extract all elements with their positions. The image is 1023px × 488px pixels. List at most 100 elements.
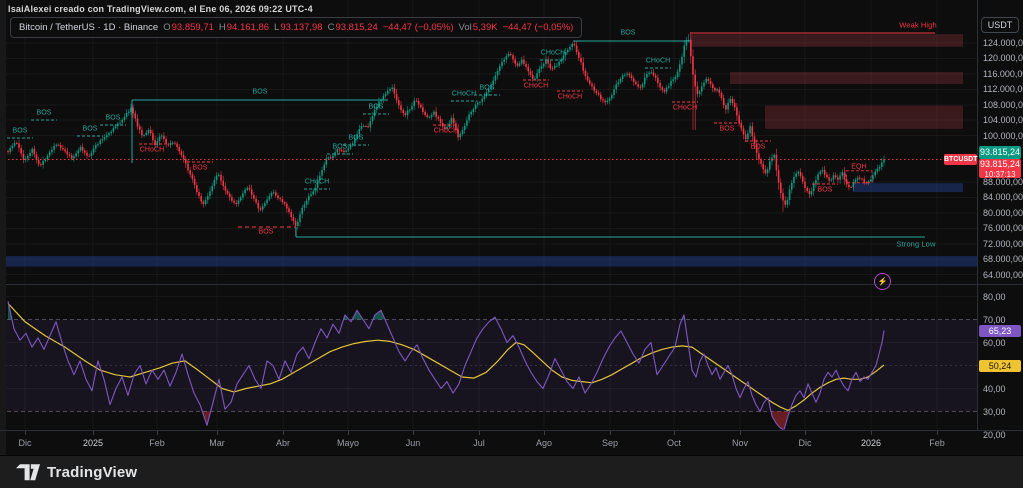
price-axis-label: 112.000,00 xyxy=(983,84,1023,95)
change-value: −44,47 (−0,05%) xyxy=(382,22,454,33)
time-axis-tick xyxy=(413,431,414,435)
open-value: 93.859,71 xyxy=(171,22,214,33)
smc-label-bos: BOS xyxy=(258,228,274,236)
smc-label-bos: BOS xyxy=(750,143,766,151)
time-axis-tick xyxy=(544,431,545,435)
time-axis-year-label: 2025 xyxy=(82,438,104,448)
price-axis-label: 88.000,00 xyxy=(983,177,1023,187)
low-key: L xyxy=(274,22,280,33)
symbol-legend-bar[interactable]: Bitcoin / TetherUS · 1D · Binance O93.85… xyxy=(10,17,583,38)
close-value: 93.815,24 xyxy=(335,22,378,33)
time-axis-tick xyxy=(674,431,675,435)
smc-label-eqh: EQH xyxy=(851,163,867,171)
smc-label-bos: BOS xyxy=(105,114,121,122)
last-price-tag-green: 93.815,24 xyxy=(979,146,1021,159)
currency-usdt-button[interactable]: USDT xyxy=(981,17,1019,33)
last-price-value: 93.815,24 xyxy=(979,159,1021,169)
smc-label-bos: BOS xyxy=(332,143,348,151)
smc-label-choch: CHoCH xyxy=(557,93,583,101)
smc-label-weak-high: Weak High xyxy=(899,20,937,30)
rsi-axis-label: 40,00 xyxy=(983,383,1006,394)
smc-label-choch: CHoCH xyxy=(433,127,459,135)
time-axis-tick xyxy=(348,431,349,435)
smc-label-bos: BOS xyxy=(12,127,28,135)
time-axis-month-label: Jun xyxy=(405,438,421,448)
time-axis-tick xyxy=(25,431,26,435)
time-axis-month-label: Feb xyxy=(929,438,945,448)
price-axis-label: 72.000,00 xyxy=(983,238,1023,249)
price-axis-label: 108.000,00 xyxy=(983,99,1023,110)
change2-value: −44,47 (−0,05%) xyxy=(502,22,574,33)
time-axis-tick xyxy=(937,431,938,435)
smc-label-bos: BOS xyxy=(348,134,364,142)
smc-label-bos: BOS xyxy=(192,164,208,172)
rsi-axis-label: 80,00 xyxy=(983,291,1006,302)
lightning-marker-icon[interactable]: ⚡ xyxy=(874,273,891,290)
vol-key: Vol xyxy=(458,22,472,33)
left-toolbar-edge xyxy=(0,0,6,455)
tradingview-logo-icon xyxy=(16,464,40,481)
open-key: O xyxy=(163,22,171,33)
close-key: C xyxy=(327,22,335,33)
tradingview-brand-text: TradingView xyxy=(47,464,138,481)
price-axis-label: 76.000,00 xyxy=(983,223,1023,234)
time-axis-tick xyxy=(479,431,480,435)
price-axis-label: 68.000,00 xyxy=(983,254,1023,265)
rsi-ma-value-tag: 50,24 xyxy=(979,360,1021,372)
time-axis-month-label: Ago xyxy=(535,438,553,448)
time-axis-tick xyxy=(610,431,611,435)
time-axis-month-label: Jul xyxy=(473,438,485,448)
time-axis-tick xyxy=(871,431,872,435)
smc-label-choch: CHoCH xyxy=(304,178,330,186)
smc-label-choch: CHoCH xyxy=(645,57,671,65)
time-axis-month-label: Mar xyxy=(209,438,225,448)
smc-label-choch: CHoCH xyxy=(451,90,477,98)
footer-bar: TradingView xyxy=(0,455,1023,488)
tradingview-logo[interactable]: TradingView xyxy=(16,464,137,481)
symbol-title: Bitcoin / TetherUS · 1D · Binance xyxy=(19,22,159,33)
smc-label-bos: BOS xyxy=(479,84,495,92)
high-key: H xyxy=(218,22,226,33)
smc-label-choch: CHoCH xyxy=(540,49,566,57)
price-axis[interactable]: 124.000,00 120.000,00 116.000,00 112.000,00… xyxy=(977,0,1023,440)
smc-label-choch: CHoCH xyxy=(523,82,549,90)
watermark: IsaiAlexei creado con TradingView.com, e… xyxy=(8,4,313,14)
high-value: 94.161,86 xyxy=(226,22,270,33)
price-axis-label: 124.000,00 xyxy=(983,38,1023,48)
time-axis[interactable]: Dic 2025 Feb Mar Abr Mayo Jun Jul Ago Sep Oct Nov Di… xyxy=(0,430,1023,456)
time-axis-month-label: Dic xyxy=(798,438,812,448)
time-axis-month-label: Sep xyxy=(601,438,619,448)
vol-value: 5,39K xyxy=(472,22,498,33)
rsi-axis-label: 20,00 xyxy=(983,429,1006,440)
price-axis-label: 64.000,00 xyxy=(983,269,1023,280)
time-axis-month-label: Nov xyxy=(731,438,749,448)
time-axis-month-label: Mayo xyxy=(336,438,360,448)
smc-label-bos: BOS xyxy=(36,109,52,117)
price-axis-label: 80.000,00 xyxy=(983,207,1023,218)
symbol-price-tag: BTCUSDT xyxy=(944,154,978,165)
smc-label-bos: BOS xyxy=(368,103,384,111)
price-axis-label: 104.000,00 xyxy=(983,115,1023,126)
time-axis-month-label: Feb xyxy=(149,438,165,448)
rsi-axis-label: 30,00 xyxy=(983,406,1006,417)
smc-label-choch: CHoCH xyxy=(139,146,165,154)
time-axis-tick xyxy=(217,431,218,435)
price-axis-label: 84.000,00 xyxy=(983,192,1023,203)
bar-countdown: 10:37:13 xyxy=(984,169,1016,179)
rsi-axis-label: 70,00 xyxy=(983,314,1006,325)
smc-label-choch: CHoCH xyxy=(672,104,698,112)
low-value: 93.137,98 xyxy=(280,22,323,33)
rsi-axis-label: 60,00 xyxy=(983,337,1006,348)
smc-label-bos: BOS xyxy=(82,125,98,133)
smc-label-bos: BOS xyxy=(719,125,735,133)
time-axis-tick xyxy=(93,431,94,435)
price-axis-label: 100.000,00 xyxy=(983,130,1023,141)
time-axis-month-label: Dic xyxy=(18,438,32,448)
price-axis-label: 116.000,00 xyxy=(983,68,1023,79)
smc-label-bos: BOS xyxy=(620,29,636,37)
time-axis-month-label: Oct xyxy=(666,438,682,448)
time-axis-year-label: 2026 xyxy=(860,438,882,448)
rsi-value-tag: 65,23 xyxy=(979,325,1021,337)
